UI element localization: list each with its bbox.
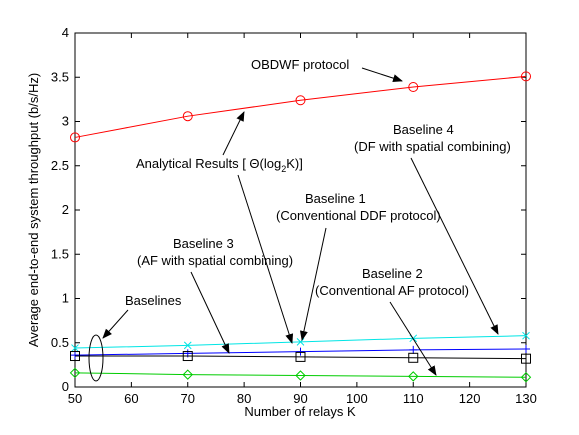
arrow-analytical-down: [237, 174, 294, 344]
x-axis-ticks: 50 60 70 80 90 100 110 120 130: [68, 33, 537, 406]
annotation-baseline1-line2: (Conventional DDF protocol): [276, 208, 441, 223]
annotation-baseline2-line2: (Conventional AF protocol): [315, 283, 469, 298]
data-point-square: [295, 351, 306, 362]
data-point-diamond: [69, 367, 81, 379]
arrow-baseline2: [389, 301, 437, 376]
x-tick-label: 100: [346, 391, 368, 406]
data-point-circle: [521, 71, 531, 82]
annotation-baseline1-line1: Baseline 1: [305, 191, 366, 206]
data-point-circle: [70, 132, 80, 143]
y-axis-ticks: 0 0.5 1 1.5 2 2.5 3 3.5 4: [51, 25, 526, 394]
data-point-x: [183, 341, 192, 350]
data-point-diamond: [295, 370, 306, 381]
arrow-baseline4: [410, 157, 499, 335]
data-point-plus: [296, 347, 305, 356]
y-tick-label: 3: [62, 114, 69, 129]
annotation-analytical-end: K)]: [286, 156, 303, 171]
arrow-baseline3: [190, 271, 230, 354]
baselines-ellipse: [88, 334, 104, 382]
series-line-4: [74, 372, 527, 378]
y-tick-label: 2.5: [51, 158, 69, 173]
data-point-plus: [71, 351, 79, 360]
series-line-3: [75, 355, 527, 360]
data-point-circle: [182, 111, 193, 122]
data-point-square: [70, 351, 80, 362]
annotation-obdwf: OBDWF protocol: [251, 57, 349, 72]
annotation-baseline3-line1: Baseline 3: [173, 236, 234, 251]
data-point-square: [408, 352, 419, 363]
x-tick-label: 110: [403, 391, 424, 406]
y-tick-label: 3.5: [51, 69, 69, 84]
data-point-x: [522, 331, 530, 340]
x-tick-label: 130: [515, 391, 537, 406]
y-tick-label: 2: [62, 202, 69, 217]
y-tick-label: 0.5: [51, 335, 69, 350]
data-point-circle: [295, 95, 306, 106]
x-tick-label: 80: [237, 391, 251, 406]
data-point-square: [521, 353, 531, 364]
data-point-square: [182, 351, 193, 362]
y-tick-label: 4: [62, 25, 69, 40]
x-tick-label: 90: [293, 391, 307, 406]
arrow-baselines: [102, 309, 129, 339]
data-point-diamond: [182, 369, 193, 380]
y-tick-label: 0: [62, 379, 69, 394]
x-tick-label: 120: [459, 391, 481, 406]
y-axis-label: Average end-to-end system throughput (b/…: [26, 73, 41, 347]
annotation-baseline4-line2: (DF with spatial combining): [354, 139, 511, 154]
plot-area: [74, 32, 527, 388]
x-tick-label: 50: [68, 391, 82, 406]
y-tick-label: 1: [62, 291, 69, 306]
x-tick-label: 70: [181, 391, 195, 406]
annotation-baseline4-line1: Baseline 4: [393, 122, 454, 137]
data-point-plus: [409, 345, 418, 354]
annotation-baseline2-line1: Baseline 2: [362, 266, 423, 281]
annotation-analytical-text: Analytical Results [ Θ(log: [136, 156, 281, 171]
annotation-baselines: Baselines: [125, 293, 182, 308]
data-point-circle: [408, 81, 419, 92]
annotations: OBDWF protocol Analytical Results [ Θ(lo…: [88, 57, 511, 382]
data-point-diamond: [520, 372, 532, 383]
y-tick-label: 1.5: [51, 246, 69, 261]
annotation-analytical: Analytical Results [ Θ(log2K)]: [136, 156, 303, 174]
annotation-baseline3-line2: (AF with spatial combining): [137, 253, 293, 268]
data-point-diamond: [408, 371, 419, 382]
x-tick-label: 60: [124, 391, 138, 406]
data-point-plus: [522, 344, 530, 353]
x-axis-label: Number of relays K: [244, 404, 356, 419]
arrow-obdwf: [361, 67, 403, 83]
arrow-analytical-up: [222, 111, 245, 156]
series-group: [69, 71, 532, 383]
arrow-baseline1: [299, 227, 327, 341]
series-line-0: [74, 75, 527, 138]
data-point-x: [71, 344, 79, 352]
annotation-analytical-sub: 2: [281, 164, 286, 174]
